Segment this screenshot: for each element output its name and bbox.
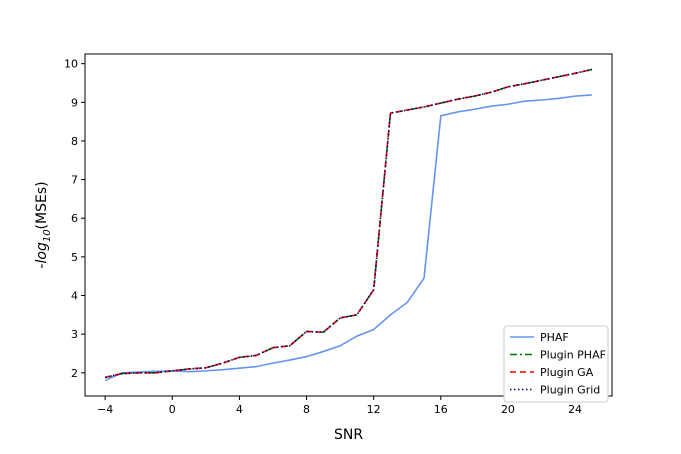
legend: PHAF Plugin PHAF Plugin GA Plugin Grid [503,325,609,403]
x-tick-label: 24 [568,403,582,416]
y-axis-label-log: log [34,242,50,263]
y-axis-label: -log10(MSEs) [34,181,53,268]
series-lines [104,68,593,382]
legend-label: PHAF [540,331,569,344]
y-axis-label-suffix: (MSEs) [34,181,50,229]
x-tick-label: 0 [169,403,176,416]
legend-label: Plugin Grid [540,384,600,397]
y-tick-label: 10 [64,58,78,71]
x-tick-label: −4 [97,403,113,416]
x-tick-label: 12 [367,403,381,416]
plot-frame [84,53,613,397]
y-axis-ticks: 2 3 4 5 6 7 8 9 10 [64,58,85,380]
x-axis-ticks: −4 0 4 8 12 16 20 24 [97,396,582,416]
series-line-plugin-ga [104,68,593,379]
legend-box [503,325,609,403]
y-axis-label-prefix: - [34,264,50,269]
y-axis-label-subscript: 10 [42,229,53,242]
legend-label: Plugin GA [540,366,594,379]
x-tick-label: 8 [303,403,310,416]
series-line-phaf [104,94,592,382]
x-tick-label: 20 [501,403,515,416]
x-tick-label: 16 [434,403,448,416]
y-tick-label: 6 [71,212,78,225]
legend-label: Plugin PHAF [540,349,606,362]
y-tick-label: 2 [71,367,78,380]
y-tick-label: 5 [71,251,78,264]
x-axis-label: SNR [334,427,363,443]
y-tick-label: 7 [71,174,78,187]
y-tick-label: 3 [71,328,78,341]
y-tick-label: 8 [71,135,78,148]
y-tick-label: 4 [71,290,78,303]
x-tick-label: 4 [236,403,243,416]
y-tick-label: 9 [71,96,78,109]
